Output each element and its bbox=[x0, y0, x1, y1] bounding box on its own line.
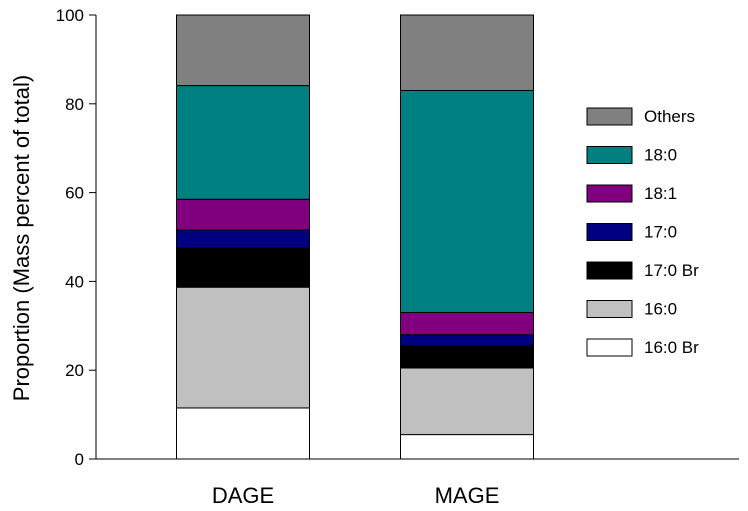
y-tick-label-0: 0 bbox=[75, 450, 84, 469]
bar-segment-mage-18-1 bbox=[400, 311, 534, 336]
y-tick-label-80: 80 bbox=[65, 95, 84, 114]
bar-segment-mage-16-0 bbox=[400, 367, 534, 436]
bar-segment-mage-18-0 bbox=[400, 89, 534, 313]
legend-label-16-0: 16:0 bbox=[644, 300, 677, 319]
bar-segment-dage-16-0 bbox=[176, 286, 310, 409]
legend-swatch-others bbox=[586, 107, 633, 126]
legend-label-18-0: 18:0 bbox=[644, 146, 677, 165]
bar-segment-dage-16-0-br bbox=[176, 407, 310, 460]
legend: Others 18:0 18:1 17:0 17:0 Br 16:0 16:0 Br bbox=[586, 107, 699, 357]
legend-swatch-17-0-br bbox=[586, 261, 633, 280]
legend-label-17-0-br: 17:0 Br bbox=[644, 261, 699, 280]
x-category-label-mage: MAGE bbox=[435, 483, 500, 508]
bar-segment-dage-18-0 bbox=[176, 85, 310, 200]
x-category-label-dage: DAGE bbox=[212, 483, 274, 508]
bar-segment-mage-17-0-br bbox=[400, 345, 534, 369]
bar-segment-mage-16-0-br bbox=[400, 434, 534, 460]
y-tick-label-100: 100 bbox=[56, 6, 84, 25]
bar-segment-dage-17-0-br bbox=[176, 247, 310, 288]
legend-label-17-0: 17:0 bbox=[644, 223, 677, 242]
legend-label-18-1: 18:1 bbox=[644, 184, 677, 203]
y-tick-label-60: 60 bbox=[65, 184, 84, 203]
y-tick-label-20: 20 bbox=[65, 361, 84, 380]
bar-segment-mage-others bbox=[400, 14, 534, 91]
bar-segment-dage-17-0 bbox=[176, 229, 310, 249]
legend-swatch-16-0 bbox=[586, 300, 633, 318]
bar-segment-dage-others bbox=[176, 14, 310, 87]
legend-swatch-18-1 bbox=[586, 184, 633, 203]
legend-swatch-16-0-br bbox=[586, 338, 633, 357]
axes-group: 0 20 40 60 80 100 DAGE MAGE bbox=[56, 6, 739, 508]
bar-segment-mage-17-0 bbox=[400, 334, 534, 347]
y-tick-label-40: 40 bbox=[65, 272, 84, 291]
legend-label-16-0-br: 16:0 Br bbox=[644, 338, 699, 357]
bars-group bbox=[176, 14, 534, 460]
y-axis-title: Proportion (Mass percent of total) bbox=[9, 75, 34, 401]
legend-swatch-17-0 bbox=[586, 223, 633, 241]
legend-label-others: Others bbox=[644, 107, 695, 126]
legend-swatch-18-0 bbox=[586, 146, 633, 164]
bar-segment-dage-18-1 bbox=[176, 198, 310, 231]
